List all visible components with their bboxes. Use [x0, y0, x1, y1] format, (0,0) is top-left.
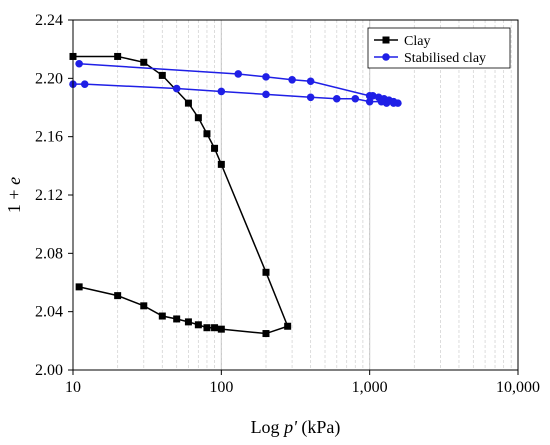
data-point — [114, 52, 122, 60]
series-layer — [69, 52, 402, 338]
y-tick-label: 2.04 — [35, 304, 63, 321]
data-point — [114, 292, 122, 300]
data-point — [184, 99, 192, 107]
data-point — [172, 84, 181, 93]
data-point — [158, 312, 166, 320]
data-point — [351, 94, 360, 103]
data-point — [75, 283, 83, 291]
x-tick-labels: 10 100 1,000 10,000 — [65, 379, 540, 396]
x-tick-label: 1,000 — [352, 379, 388, 396]
data-point — [203, 130, 211, 138]
data-point — [288, 75, 296, 84]
data-point — [217, 87, 226, 96]
x-axis-label: Log p' (kPa) — [251, 417, 341, 438]
y-axis-label: 1 + e — [4, 177, 24, 213]
data-point — [332, 94, 341, 103]
x-tick-label: 10 — [65, 379, 81, 396]
series-clay — [69, 52, 292, 338]
legend: Clay Stabilised clay — [367, 27, 511, 69]
legend-label: Stabilised clay — [404, 51, 486, 66]
y-tick-label: 2.08 — [35, 245, 63, 262]
legend-marker — [382, 36, 390, 44]
data-point — [284, 322, 292, 330]
data-point — [234, 70, 243, 78]
data-point — [80, 80, 89, 88]
data-point — [262, 90, 270, 99]
data-point — [306, 77, 315, 86]
data-point — [203, 324, 211, 332]
y-tick-label: 2.16 — [35, 129, 63, 146]
data-point — [184, 318, 192, 326]
tick-marks — [68, 19, 519, 375]
data-point — [194, 321, 202, 329]
y-tick-label: 2.20 — [35, 70, 63, 87]
data-point — [377, 97, 386, 106]
data-point — [140, 58, 148, 66]
legend-box — [367, 27, 511, 69]
data-point — [211, 324, 219, 332]
gridlines — [117, 20, 512, 370]
data-point — [211, 144, 219, 152]
data-point — [140, 302, 148, 310]
data-point — [262, 330, 270, 338]
data-point — [306, 93, 315, 102]
data-point — [217, 160, 225, 168]
data-point — [365, 97, 374, 106]
y-tick-labels: 2.00 2.04 2.08 2.12 2.16 2.20 2.24 — [35, 12, 63, 379]
legend-marker — [382, 53, 390, 61]
data-point — [262, 268, 270, 276]
data-point — [262, 73, 270, 81]
data-point — [194, 114, 202, 122]
y-tick-label: 2.00 — [35, 362, 63, 379]
legend-label: Clay — [404, 34, 430, 49]
y-tick-label: 2.12 — [35, 187, 63, 204]
data-point — [217, 325, 225, 333]
legend-entry: Clay — [374, 34, 430, 49]
x-tick-label: 10,000 — [496, 379, 540, 396]
data-point — [75, 59, 83, 68]
legend-entry: Stabilised clay — [374, 51, 486, 66]
x-tick-label: 100 — [209, 379, 233, 396]
data-point — [369, 92, 377, 100]
data-point — [158, 71, 166, 79]
data-point — [173, 315, 181, 323]
data-point — [389, 99, 398, 107]
y-tick-label: 2.24 — [35, 12, 63, 29]
